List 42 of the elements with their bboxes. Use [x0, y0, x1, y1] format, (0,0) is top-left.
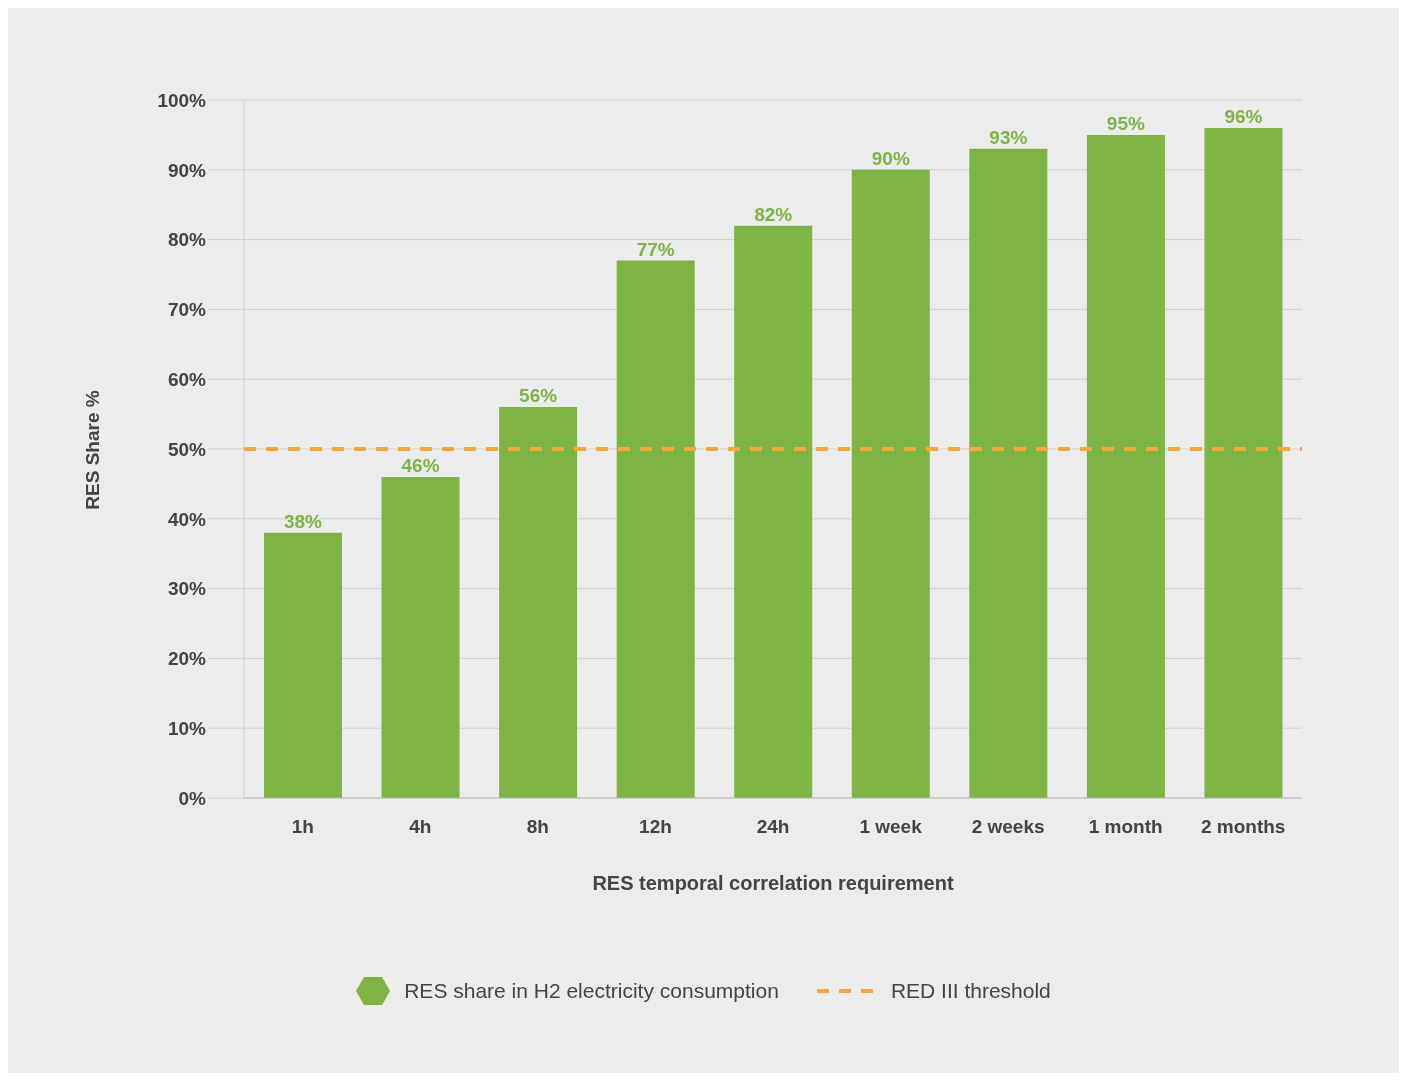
x-axis-title: RES temporal correlation requirement	[591, 872, 955, 895]
bar	[499, 407, 578, 798]
bar	[734, 225, 813, 798]
y-tick-label: 70%	[167, 299, 207, 321]
legend-label: RED III threshold	[890, 979, 1051, 1003]
y-tick-label: 40%	[167, 508, 207, 530]
x-tick-label: 2 weeks	[971, 816, 1045, 838]
y-tick-label: 80%	[167, 229, 207, 251]
x-tick-label: 1h	[291, 816, 314, 838]
x-tick-label: 12h	[639, 816, 672, 838]
data-label: 90%	[871, 147, 910, 169]
y-tick-label: 0%	[178, 787, 207, 809]
y-tick-label: 100%	[157, 89, 207, 111]
data-label: 93%	[989, 126, 1028, 148]
x-tick-label: 24h	[756, 816, 790, 838]
y-tick-label: 10%	[167, 717, 207, 739]
x-tick-label: 8h	[526, 816, 549, 838]
bar	[1086, 134, 1165, 798]
data-label: 77%	[636, 238, 675, 260]
bar	[1204, 127, 1283, 798]
data-label: 82%	[754, 203, 793, 225]
x-tick-label: 1 week	[859, 816, 923, 838]
y-tick-label: 30%	[167, 578, 207, 600]
y-tick-label: 20%	[167, 648, 207, 670]
y-tick-label: 90%	[167, 159, 207, 181]
bar	[851, 169, 930, 798]
bar	[969, 148, 1048, 798]
bar	[616, 260, 695, 798]
data-label: 95%	[1106, 112, 1146, 134]
x-tick-label: 2 months	[1201, 816, 1286, 838]
x-tick-label: 1 month	[1088, 816, 1163, 838]
data-label: 96%	[1224, 105, 1263, 127]
bar	[381, 476, 460, 798]
legend-label: RES share in H2 electricity consumption	[404, 979, 779, 1003]
bar	[264, 532, 342, 798]
data-label: 46%	[401, 454, 440, 476]
data-label: 38%	[283, 510, 323, 532]
y-tick-label: 50%	[167, 438, 207, 460]
y-axis-title: RES Share %	[82, 390, 104, 510]
x-tick-label: 4h	[409, 816, 432, 838]
y-tick-label: 60%	[167, 368, 207, 390]
data-label: 56%	[519, 385, 558, 407]
